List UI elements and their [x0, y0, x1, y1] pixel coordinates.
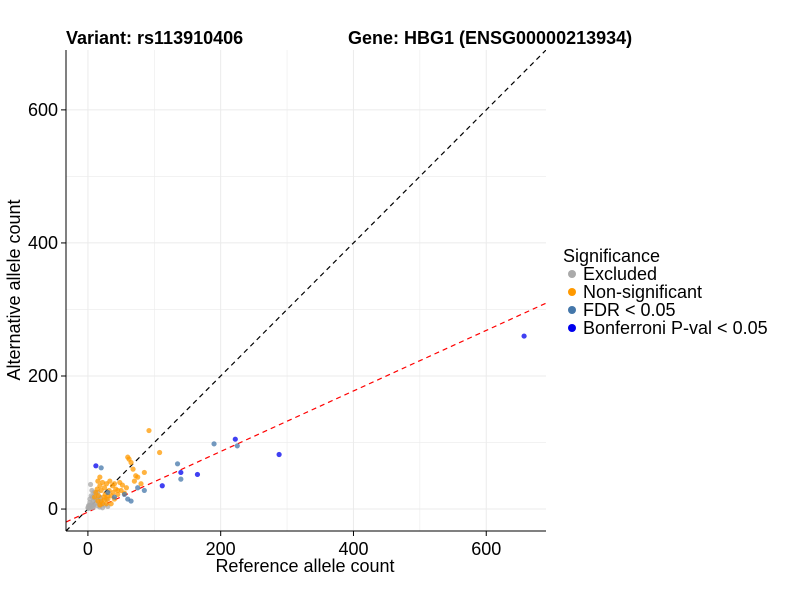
legend-entry: FDR < 0.05 [583, 300, 676, 320]
data-point [157, 449, 163, 456]
y-tick-label: 400 [28, 233, 58, 253]
data-point [99, 479, 106, 486]
x-tick-label: 400 [338, 539, 368, 559]
data-point [131, 478, 137, 484]
data-point [95, 493, 102, 499]
data-point [194, 471, 201, 478]
data-point [95, 478, 101, 484]
legend-entry: Excluded [583, 264, 657, 284]
legend-key [568, 306, 576, 314]
data-point [98, 465, 104, 471]
data-point [103, 501, 110, 507]
y-axis-label: Alternative allele count [4, 199, 24, 380]
data-point [141, 469, 147, 476]
data-point [91, 494, 98, 500]
legend-key [568, 324, 576, 332]
legend-key [568, 270, 576, 278]
title-left: Variant: rs113910406 [66, 28, 243, 48]
data-point [85, 503, 92, 509]
data-point [105, 489, 111, 496]
data-point [128, 459, 134, 466]
data-point [138, 481, 144, 487]
data-point [111, 494, 118, 500]
data-point [108, 501, 114, 507]
x-axis-label: Reference allele count [215, 556, 394, 576]
axes: 0 200 400 600 0 200 400 600 [28, 50, 546, 559]
x-tick-label: 600 [471, 539, 501, 559]
data-point [178, 469, 184, 476]
data-point [107, 478, 113, 484]
data-point [99, 501, 106, 507]
data-point [87, 481, 94, 488]
y-tick-label: 200 [28, 366, 58, 386]
y-tick-label: 0 [48, 499, 58, 519]
legend-key [568, 288, 576, 296]
data-point [130, 466, 136, 472]
data-point [101, 485, 108, 491]
data-point [276, 451, 282, 458]
data-point [128, 498, 134, 504]
data-point [111, 481, 118, 487]
data-point [135, 485, 141, 491]
data-point [93, 463, 99, 469]
grid-lines [66, 50, 546, 531]
data-point [135, 474, 141, 480]
reference-lines [66, 50, 546, 531]
data-point [121, 491, 128, 498]
data-point [90, 505, 96, 511]
data-points [85, 333, 527, 511]
legend-entry: Bonferroni P-val < 0.05 [583, 318, 768, 338]
reference-line-fit [66, 302, 546, 523]
data-point [232, 436, 238, 442]
data-point [211, 441, 217, 447]
data-point [521, 333, 527, 339]
legend: Significance ExcludedNon-significantFDR … [563, 246, 768, 338]
legend-title: Significance [563, 246, 660, 266]
data-point [115, 487, 121, 494]
data-point [159, 483, 165, 489]
title-right: Gene: HBG1 (ENSG00000213934) [348, 28, 632, 48]
data-point [119, 482, 126, 488]
data-point [178, 476, 184, 482]
data-point [146, 427, 152, 434]
data-point [174, 461, 181, 467]
data-point [234, 443, 240, 449]
legend-entry: Non-significant [583, 282, 702, 302]
data-point [97, 474, 103, 480]
data-point [123, 485, 130, 491]
data-point [101, 497, 108, 503]
y-tick-label: 600 [28, 100, 58, 120]
x-tick-label: 200 [206, 539, 236, 559]
data-point [141, 487, 147, 494]
x-tick-label: 0 [83, 539, 93, 559]
reference-line-identity [66, 50, 546, 531]
